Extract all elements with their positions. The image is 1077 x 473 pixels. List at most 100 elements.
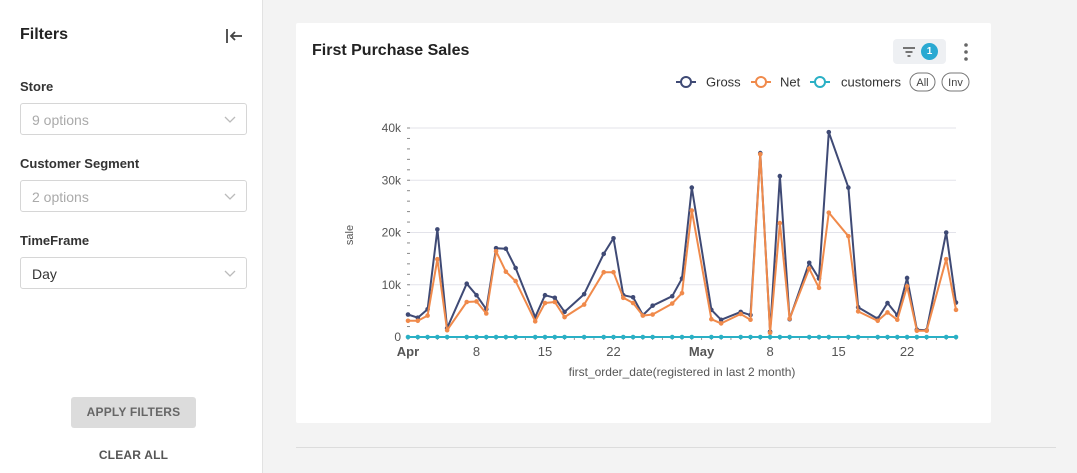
data-point-customers[interactable] — [435, 334, 440, 340]
data-point-customers[interactable] — [924, 334, 929, 340]
data-point-customers[interactable] — [855, 334, 861, 340]
data-point-customers[interactable] — [503, 334, 509, 340]
data-point-customers[interactable] — [953, 334, 959, 340]
data-point-customers[interactable] — [757, 334, 763, 340]
data-point-customers[interactable] — [444, 334, 450, 340]
data-point-customers[interactable] — [493, 334, 499, 340]
data-point-net[interactable] — [503, 269, 509, 274]
data-point-net[interactable] — [581, 302, 587, 307]
data-point-customers[interactable] — [894, 334, 900, 340]
data-point-customers[interactable] — [689, 334, 695, 340]
data-point-net[interactable] — [601, 269, 607, 275]
data-point-customers[interactable] — [826, 334, 832, 340]
data-point-net[interactable] — [689, 208, 695, 213]
data-point-net[interactable] — [875, 318, 881, 324]
store-select[interactable]: 9 options — [20, 103, 247, 135]
legend-all-button[interactable]: All — [909, 72, 936, 92]
data-point-net[interactable] — [709, 316, 714, 322]
data-point-customers[interactable] — [552, 334, 558, 340]
data-point-customers[interactable] — [846, 334, 851, 340]
data-point-net[interactable] — [748, 317, 753, 323]
data-point-net[interactable] — [846, 233, 851, 239]
data-point-gross[interactable] — [435, 227, 440, 232]
data-point-net[interactable] — [943, 256, 949, 262]
data-point-net[interactable] — [405, 318, 411, 324]
data-point-net[interactable] — [425, 313, 430, 318]
data-point-customers[interactable] — [748, 334, 753, 340]
data-point-customers[interactable] — [532, 334, 538, 340]
data-point-gross[interactable] — [474, 292, 479, 298]
data-point-customers[interactable] — [601, 334, 607, 340]
data-point-net[interactable] — [885, 310, 890, 315]
data-point-net[interactable] — [562, 314, 567, 320]
data-point-gross[interactable] — [562, 309, 567, 315]
data-point-customers[interactable] — [405, 334, 411, 340]
data-point-customers[interactable] — [679, 334, 685, 340]
data-point-customers[interactable] — [640, 334, 646, 340]
data-point-net[interactable] — [542, 300, 548, 306]
data-point-customers[interactable] — [885, 334, 890, 340]
data-point-gross[interactable] — [611, 235, 616, 241]
data-point-net[interactable] — [738, 311, 744, 317]
data-point-net[interactable] — [630, 300, 636, 306]
data-point-customers[interactable] — [620, 334, 626, 340]
data-point-gross[interactable] — [405, 312, 411, 317]
timeframe-select[interactable]: Day — [20, 257, 247, 289]
data-point-gross[interactable] — [464, 281, 470, 287]
data-point-net[interactable] — [493, 249, 499, 254]
data-point-gross[interactable] — [943, 230, 949, 235]
data-point-net[interactable] — [855, 309, 861, 314]
active-filters-button[interactable]: 1 — [893, 39, 946, 64]
data-point-customers[interactable] — [816, 334, 822, 340]
legend-item-customers[interactable]: customers — [810, 75, 901, 90]
data-point-customers[interactable] — [669, 334, 675, 340]
data-point-gross[interactable] — [777, 173, 783, 179]
data-point-net[interactable] — [924, 328, 929, 334]
data-point-customers[interactable] — [806, 334, 812, 340]
data-point-net[interactable] — [787, 316, 792, 322]
data-point-net[interactable] — [679, 290, 685, 296]
data-point-net[interactable] — [611, 269, 616, 275]
data-point-gross[interactable] — [885, 300, 890, 306]
apply-filters-button[interactable]: APPLY FILTERS — [71, 397, 196, 428]
data-point-customers[interactable] — [709, 334, 714, 340]
data-point-customers[interactable] — [630, 334, 636, 340]
data-point-customers[interactable] — [464, 334, 470, 340]
data-point-net[interactable] — [620, 295, 626, 301]
data-point-customers[interactable] — [513, 334, 518, 340]
data-point-gross[interactable] — [542, 292, 548, 298]
data-point-net[interactable] — [415, 318, 421, 324]
data-point-gross[interactable] — [581, 291, 587, 297]
legend-item-gross[interactable]: Gross — [676, 75, 741, 90]
data-point-gross[interactable] — [904, 275, 910, 281]
data-point-net[interactable] — [513, 278, 518, 284]
data-point-net[interactable] — [650, 312, 655, 317]
data-point-net[interactable] — [757, 151, 763, 157]
data-point-customers[interactable] — [914, 334, 920, 340]
data-point-customers[interactable] — [562, 334, 567, 340]
data-point-customers[interactable] — [875, 334, 881, 340]
data-point-customers[interactable] — [767, 334, 773, 340]
data-point-net[interactable] — [777, 220, 783, 226]
data-point-net[interactable] — [483, 311, 489, 316]
data-point-net[interactable] — [816, 285, 822, 291]
data-point-net[interactable] — [767, 330, 773, 336]
legend-invert-button[interactable]: Inv — [941, 72, 970, 92]
data-point-net[interactable] — [669, 301, 675, 306]
data-point-net[interactable] — [826, 210, 832, 215]
data-point-gross[interactable] — [650, 303, 655, 308]
data-point-net[interactable] — [640, 313, 646, 318]
data-point-gross[interactable] — [669, 293, 675, 299]
data-point-gross[interactable] — [689, 185, 695, 190]
data-point-net[interactable] — [806, 266, 812, 271]
data-point-gross[interactable] — [601, 251, 607, 257]
data-point-net[interactable] — [904, 284, 910, 289]
data-point-gross[interactable] — [630, 294, 636, 300]
data-point-customers[interactable] — [777, 334, 783, 340]
more-options-icon[interactable] — [960, 41, 972, 63]
data-point-customers[interactable] — [787, 334, 792, 340]
data-point-customers[interactable] — [904, 334, 910, 340]
data-point-customers[interactable] — [650, 334, 655, 340]
data-point-customers[interactable] — [474, 334, 479, 340]
data-point-customers[interactable] — [718, 334, 724, 340]
